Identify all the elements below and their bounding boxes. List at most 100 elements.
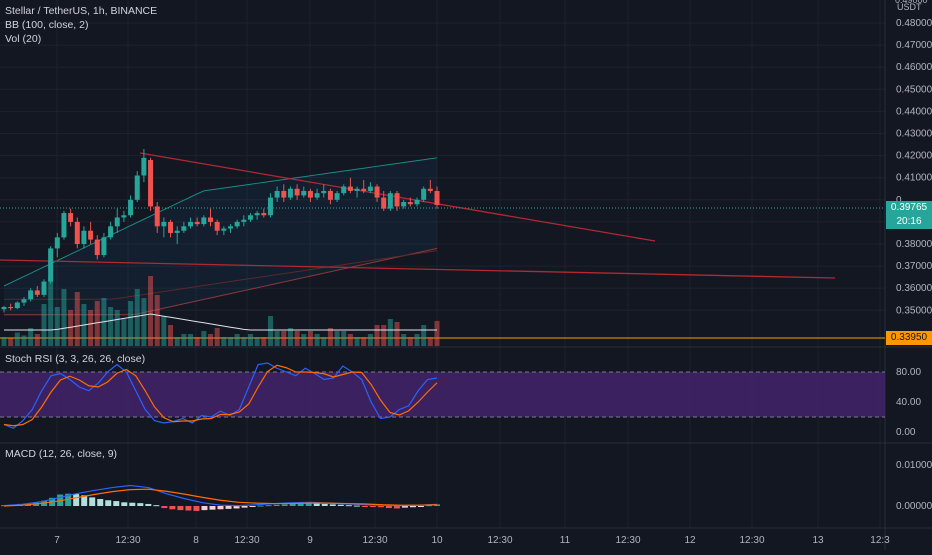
bollinger-upper-line xyxy=(3,157,438,287)
volume-indicator-label[interactable]: Vol (20) xyxy=(5,33,42,45)
candle-body xyxy=(48,248,54,282)
macd-histogram-bar xyxy=(209,506,216,510)
volume-bar xyxy=(294,331,300,346)
macd-histogram-bar xyxy=(385,506,392,509)
macd-histogram-bar xyxy=(177,506,184,511)
stoch-rsi-band xyxy=(0,372,885,417)
price-axis-label: 0.35000 xyxy=(896,305,932,316)
volume-bar xyxy=(88,310,94,346)
candle-body xyxy=(334,193,340,200)
candle-body xyxy=(114,217,120,227)
time-axis-label: 12:30 xyxy=(115,535,140,546)
volume-bar xyxy=(141,298,147,346)
stoch-rsi-label[interactable]: Stoch RSI (3, 3, 26, 26, close) xyxy=(5,353,146,365)
price-axis-label: 0.43000 xyxy=(896,129,932,140)
volume-bar xyxy=(154,295,160,346)
candle-body xyxy=(174,230,180,233)
macd-histogram-bar xyxy=(121,502,128,506)
macd-histogram-bar xyxy=(201,506,208,511)
price-axis-label: 0.44000 xyxy=(896,106,932,117)
candle-body xyxy=(101,237,107,256)
last-price-tag: 0.39765 xyxy=(886,201,932,215)
time-axis-label: 12:30 xyxy=(234,535,259,546)
time-axis-label: 13 xyxy=(812,535,824,546)
macd-histogram-bar xyxy=(217,506,224,510)
volume-bar xyxy=(14,332,20,346)
macd-histogram-bar xyxy=(225,506,232,509)
price-axis-label: 0.47000 xyxy=(896,40,932,51)
macd-histogram-bar xyxy=(257,505,264,507)
macd-histogram-bar xyxy=(233,506,240,509)
macd-line xyxy=(3,484,438,507)
volume-bar xyxy=(168,325,174,346)
time-axis-label: 12:30 xyxy=(487,535,512,546)
candle-body xyxy=(267,197,273,216)
price-axis-currency: USDT xyxy=(897,2,922,12)
candle-body xyxy=(41,281,47,295)
volume-bar xyxy=(1,337,7,346)
stoch-rsi-d-line xyxy=(3,364,438,427)
price-axis-label: 0.41000 xyxy=(896,173,932,184)
candle-body xyxy=(148,160,154,207)
macd-histogram-bar xyxy=(353,505,360,507)
volume-bar xyxy=(28,328,34,346)
stoch-rsi-axis-label: 80.00 xyxy=(896,367,921,378)
volume-bar xyxy=(347,334,353,346)
candle-body xyxy=(314,193,320,198)
macd-label[interactable]: MACD (12, 26, close, 9) xyxy=(5,448,118,460)
candle-body xyxy=(427,188,433,191)
stoch-rsi-axis-label: 40.00 xyxy=(896,397,921,408)
volume-bar xyxy=(74,292,80,346)
volume-bar xyxy=(254,337,260,346)
candle-body xyxy=(81,230,87,244)
price-axis-label: 0.37000 xyxy=(896,261,932,272)
candle-body xyxy=(21,299,27,303)
volume-bar xyxy=(361,337,367,346)
price-axis-label: 0.36000 xyxy=(896,283,932,294)
time-axis-label: 12:3 xyxy=(870,535,890,546)
volume-bar xyxy=(108,307,114,346)
candle-body xyxy=(321,190,327,194)
candle-body xyxy=(1,306,7,310)
macd-histogram-bar xyxy=(145,503,152,506)
volume-bar xyxy=(387,319,393,346)
volume-bar xyxy=(327,328,333,346)
volume-bar xyxy=(434,320,440,346)
trend-line-lower xyxy=(0,259,836,279)
volume-bar xyxy=(94,301,100,346)
macd-histogram-bar xyxy=(81,495,88,506)
candle-body xyxy=(214,221,220,231)
macd-histogram-bar xyxy=(313,503,320,506)
volume-bar xyxy=(274,331,280,346)
candle-body xyxy=(54,237,60,249)
symbol-title[interactable]: Stellar / TetherUS, 1h, BINANCE xyxy=(5,5,158,17)
volume-bar xyxy=(68,310,74,346)
volume-bar xyxy=(148,276,154,346)
candle-body xyxy=(88,230,94,240)
volume-bar xyxy=(247,334,253,346)
volume-bar xyxy=(208,334,214,346)
bb-indicator-label[interactable]: BB (100, close, 2) xyxy=(5,19,89,31)
candle-body xyxy=(381,197,387,209)
volume-bar xyxy=(188,334,194,346)
horizontal-line-price-tag: 0.33950 xyxy=(886,331,932,345)
candle-body xyxy=(361,188,367,191)
volume-bar xyxy=(54,307,60,346)
candle-body xyxy=(108,226,114,238)
volume-bar xyxy=(287,328,293,346)
candle-body xyxy=(227,226,233,229)
candle-body xyxy=(434,190,440,205)
macd-histogram-bar xyxy=(401,506,408,508)
candle-body xyxy=(194,221,200,225)
macd-histogram-bar xyxy=(241,506,248,508)
volume-bar xyxy=(128,301,134,346)
time-axis-label: 8 xyxy=(193,535,199,546)
macd-histogram-bar xyxy=(249,506,256,507)
macd-signal-line xyxy=(3,488,438,507)
volume-bar xyxy=(214,328,220,346)
price-axis-label: 0.49000 xyxy=(895,0,928,5)
volume-bar xyxy=(114,310,120,346)
macd-histogram-bar xyxy=(369,506,376,507)
